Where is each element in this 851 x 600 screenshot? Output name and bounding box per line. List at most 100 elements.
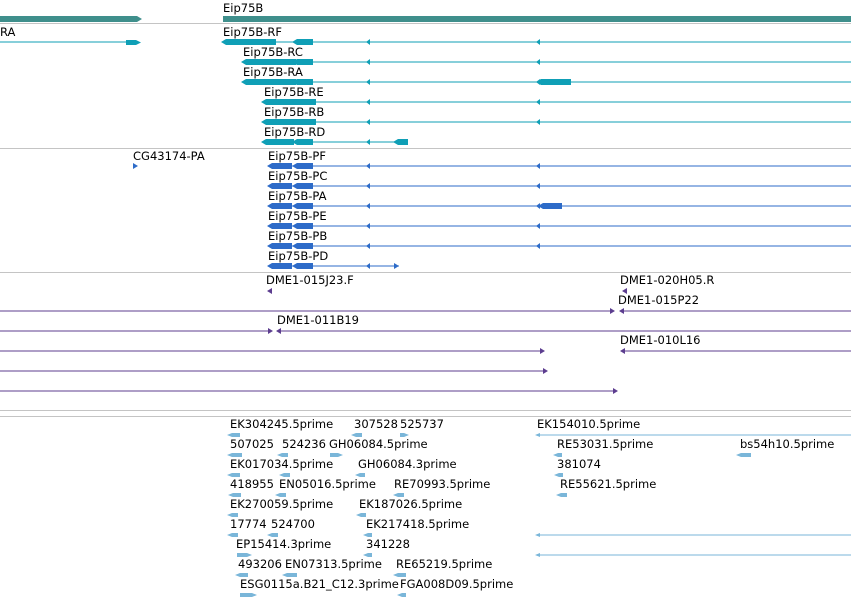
transcript-label-rf[interactable]: Eip75B-RF xyxy=(223,25,283,39)
est-418955-body xyxy=(233,493,241,497)
est-label-493206[interactable]: 493206 xyxy=(238,557,282,571)
est-label-gh06084-3prime[interactable]: GH06084.3prime xyxy=(358,457,457,471)
est-524236-tip xyxy=(277,453,282,457)
est-label-ek017034[interactable]: EK017034.5prime xyxy=(230,457,334,471)
transcript-label-rb[interactable]: Eip75B-RB xyxy=(264,105,325,119)
est-label-re53031[interactable]: RE53031.5prime xyxy=(557,437,654,451)
est-gh06084-3prime-tip xyxy=(355,473,360,477)
est-label-507025[interactable]: 507025 xyxy=(230,437,274,451)
est-307528-tip xyxy=(351,433,356,437)
clone-row-311-arrow xyxy=(610,308,615,314)
transcript-label-ra[interactable]: Eip75B-RA xyxy=(243,65,303,79)
transcript-ra-exon-2 xyxy=(297,79,313,85)
est-label-esg0115a[interactable]: ESG0115a.B21_C12.3prime xyxy=(240,577,399,591)
clone-label-015j23[interactable]: DME1-015J23.F xyxy=(266,273,354,287)
protein-pe-cds-1 xyxy=(272,223,292,229)
transcript-rf-exon-1-tip xyxy=(221,39,226,45)
est-ek270059-tip xyxy=(227,513,232,517)
protein-pd-cds-2-tip xyxy=(292,263,297,269)
est-label-re70993[interactable]: RE70993.5prime xyxy=(394,477,491,491)
est-re55621-body xyxy=(561,493,567,497)
transcript-label-re[interactable]: Eip75B-RE xyxy=(264,85,324,99)
transcript-rc-chevron-2 xyxy=(536,59,540,65)
est-label-ek270059[interactable]: EK270059.5prime xyxy=(230,497,334,511)
protein-label-pd[interactable]: Eip75B-PD xyxy=(268,249,329,263)
est-re65219-tip xyxy=(393,573,398,577)
est-label-ek154010[interactable]: EK154010.5prime xyxy=(537,417,641,431)
est-label-bs54h10[interactable]: bs54h10.5prime xyxy=(740,437,835,451)
clone-label-015p22[interactable]: DME1-015P22 xyxy=(618,293,700,307)
protein-label-pb[interactable]: Eip75B-PB xyxy=(268,229,328,243)
transcript-rc-exon-1 xyxy=(246,59,296,65)
est-track-divider-top xyxy=(0,410,851,411)
est-re65219-body xyxy=(398,573,406,577)
protein-pb-cds-1-tip xyxy=(267,243,272,249)
est-label-ek304245[interactable]: EK304245.5prime xyxy=(230,417,334,431)
est-label-ek217418[interactable]: EK217418.5prime xyxy=(366,517,470,531)
transcript-ra-exon-2-tip xyxy=(292,79,297,85)
transcript-ra-exon-1-tip xyxy=(241,79,246,85)
est-ep15414-tip xyxy=(247,553,252,557)
clone-label-011b19[interactable]: DME1-011B19 xyxy=(277,313,359,327)
est-label-524700[interactable]: 524700 xyxy=(271,517,315,531)
clone-020h05-arrow xyxy=(622,288,627,294)
clone-row-331-arrow xyxy=(268,328,273,334)
transcript-rd-exon-2 xyxy=(297,139,313,145)
est-label-ek187026[interactable]: EK187026.5prime xyxy=(359,497,463,511)
est-esg0115a-body xyxy=(240,593,252,597)
est-label-en05016[interactable]: EN05016.5prime xyxy=(279,477,376,491)
protein-pe-chevron-2 xyxy=(536,223,540,229)
est-label-341228[interactable]: 341228 xyxy=(366,537,410,551)
transcript-label-ra-left[interactable]: RA xyxy=(0,25,16,39)
est-en05016-tip xyxy=(275,493,280,497)
est-507025-body xyxy=(232,453,242,457)
est-524700-tip xyxy=(267,533,272,537)
protein-pe-cds-1-tip xyxy=(267,223,272,229)
est-ek270059-body xyxy=(232,513,238,517)
gene-bar-left-arrow xyxy=(137,16,142,22)
est-label-ep15414[interactable]: EP15414.3prime xyxy=(236,537,332,551)
clone-label-020h05[interactable]: DME1-020H05.R xyxy=(620,273,715,287)
est-17774-body xyxy=(232,533,238,537)
transcript-rc-exon-2-tip xyxy=(292,59,297,65)
est-label-re65219[interactable]: RE65219.5prime xyxy=(396,557,493,571)
est-label-307528[interactable]: 307528 xyxy=(354,417,398,431)
protein-label-pa[interactable]: Eip75B-PA xyxy=(268,189,327,203)
est-525737-body xyxy=(400,433,404,437)
gene-label-eip75b[interactable]: Eip75B xyxy=(223,1,264,15)
protein-pf-cds-1-tip xyxy=(267,163,272,169)
transcript-rd-chevron xyxy=(366,139,370,145)
est-label-fga008d09[interactable]: FGA008D09.5prime xyxy=(400,577,514,591)
est-label-418955[interactable]: 418955 xyxy=(230,477,274,491)
clone-label-010l16[interactable]: DME1-010L16 xyxy=(620,333,701,347)
protein-label-pf[interactable]: Eip75B-PF xyxy=(268,149,326,163)
transcript-label-rd[interactable]: Eip75B-RD xyxy=(264,125,326,139)
transcript-re-exon-2 xyxy=(297,99,313,105)
protein-label-pc[interactable]: Eip75B-PC xyxy=(268,169,328,183)
protein-label-cg43174-pa[interactable]: CG43174-PA xyxy=(133,149,205,163)
est-label-gh06084-5prime[interactable]: GH06084.5prime xyxy=(329,437,428,451)
protein-pd-cds-1 xyxy=(272,263,292,269)
est-ek304245-tip xyxy=(227,433,232,437)
est-esg0115a-tip xyxy=(252,593,257,597)
est-label-re55621[interactable]: RE55621.5prime xyxy=(560,477,657,491)
est-ek217418-tip xyxy=(535,533,540,537)
protein-label-pe[interactable]: Eip75B-PE xyxy=(268,209,327,223)
transcript-rd-exon-3-tip xyxy=(393,139,398,145)
transcript-rc-exon-2 xyxy=(297,59,313,65)
est-label-17774[interactable]: 17774 xyxy=(230,517,267,531)
protein-pf-chevron-2 xyxy=(536,163,540,169)
clone-track-divider xyxy=(0,272,851,273)
transcript-ra-left-exon xyxy=(126,40,136,45)
est-label-524236[interactable]: 524236 xyxy=(282,437,326,451)
est-label-en07313[interactable]: EN07313.5prime xyxy=(285,557,382,571)
protein-pc-cds-2-tip xyxy=(292,183,297,189)
est-en07313-tip xyxy=(282,573,287,577)
transcript-label-rc[interactable]: Eip75B-RC xyxy=(243,45,303,59)
est-label-381074[interactable]: 381074 xyxy=(557,457,601,471)
transcript-re-chevron-1 xyxy=(366,99,370,105)
transcript-rc-exon-1-tip xyxy=(241,59,246,65)
est-ek304245-body xyxy=(232,433,240,437)
est-label-525737[interactable]: 525737 xyxy=(400,417,444,431)
transcript-ra-extra-0-tip xyxy=(536,79,541,85)
